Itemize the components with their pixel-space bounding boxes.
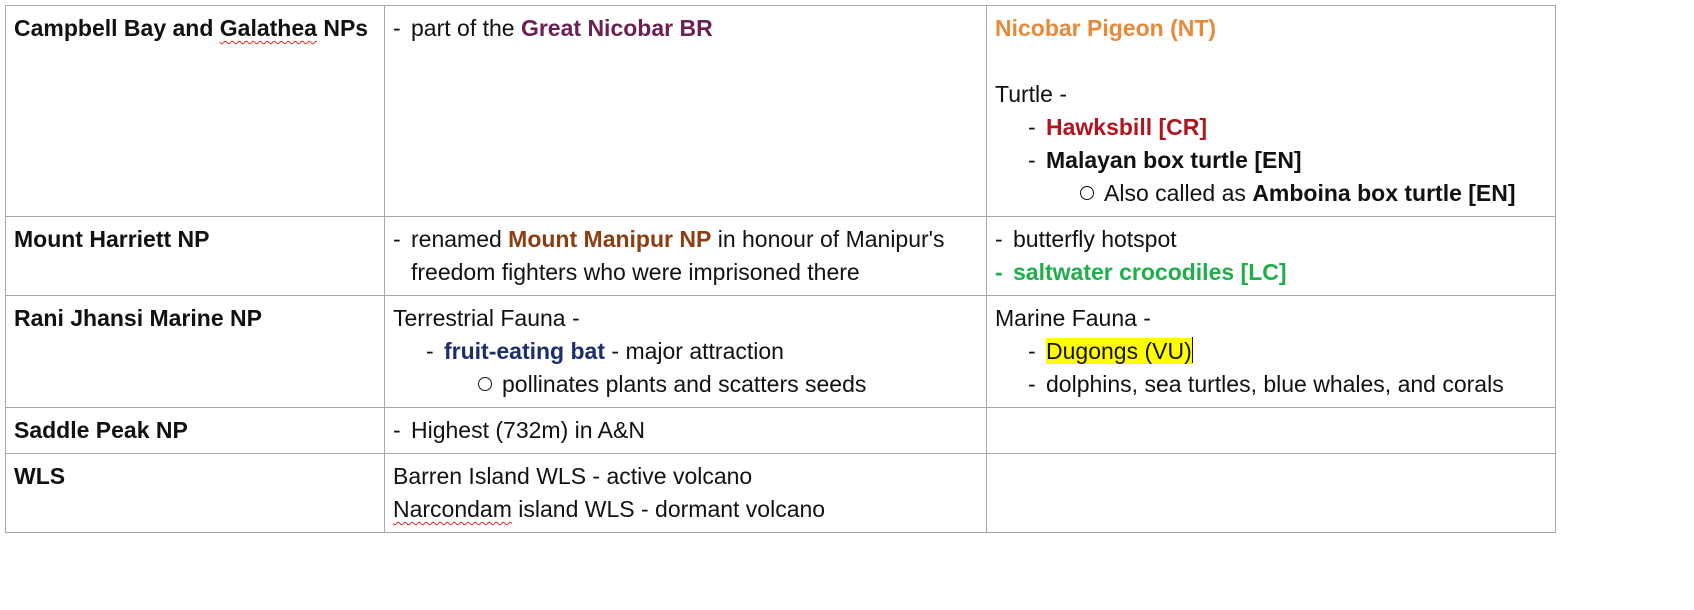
crocodile-text: saltwater crocodiles [LC]	[1013, 259, 1287, 285]
dash-item: - Highest (732m) in A&N	[393, 414, 978, 447]
description-cell[interactable]: - renamed Mount Manipur NP in honour of …	[384, 216, 987, 296]
highlight-text: Amboina box turtle [EN]	[1252, 180, 1516, 206]
item-text: pollinates plants and scatters seeds	[502, 371, 867, 397]
park-name: Saddle Peak NP	[14, 417, 188, 443]
dash-bullet: -	[995, 259, 1003, 285]
item-text: - major attraction	[605, 338, 784, 364]
item-text: dolphins, sea turtles, blue whales, and …	[1046, 371, 1504, 397]
item-text: island WLS - dormant volcano	[511, 496, 826, 522]
item-text: Also called as	[1104, 180, 1253, 206]
notes-cell[interactable]	[986, 407, 1556, 454]
item-text: part of the	[411, 15, 521, 41]
dash-item: - part of the Great Nicobar BR	[393, 12, 978, 45]
highlight-text: fruit-eating bat	[444, 338, 605, 364]
dash-bullet: -	[1028, 371, 1036, 397]
dash-bullet: -	[995, 226, 1003, 252]
circle-bullet-icon	[478, 377, 492, 391]
highlight-text: Mount Manipur NP	[508, 226, 712, 252]
dash-item: - Malayan box turtle [EN]	[995, 144, 1547, 177]
description-cell[interactable]: - part of the Great Nicobar BR	[384, 5, 987, 217]
park-name: Mount Harriett NP	[14, 226, 210, 252]
highlighted-text: Dugongs (VU)	[1046, 338, 1192, 364]
item-text: Highest (732m) in A&N	[411, 417, 645, 443]
notes-cell[interactable]: - butterfly hotspot - saltwater crocodil…	[986, 216, 1556, 296]
spellcheck-word[interactable]: Galathea	[219, 15, 317, 41]
description-cell[interactable]: Terrestrial Fauna - - fruit-eating bat -…	[384, 295, 987, 408]
table-row: WLS Barren Island WLS - active volcano N…	[5, 453, 1556, 533]
dash-item: - Hawksbill [CR]	[995, 111, 1547, 144]
table-row: Saddle Peak NP - Highest (732m) in A&N	[5, 407, 1556, 454]
wls-line: Barren Island WLS - active volcano	[393, 463, 753, 489]
hawksbill-text: Hawksbill [CR]	[1046, 114, 1208, 140]
park-name: Campbell Bay and	[14, 15, 220, 41]
item-text: renamed	[411, 226, 509, 252]
turtle-label: Turtle -	[995, 81, 1067, 107]
blank-line	[995, 45, 1547, 78]
park-name-cell[interactable]: Rani Jhansi Marine NP	[5, 295, 385, 408]
description-cell[interactable]: - Highest (732m) in A&N	[384, 407, 987, 454]
table-row: Rani Jhansi Marine NP Terrestrial Fauna …	[5, 295, 1556, 408]
dash-bullet: -	[393, 15, 401, 41]
spellcheck-word[interactable]: Narcondam	[393, 496, 512, 522]
park-name-cell[interactable]: Mount Harriett NP	[5, 216, 385, 296]
park-name-cell[interactable]: WLS	[5, 453, 385, 533]
dash-bullet: -	[426, 338, 434, 364]
dash-bullet: -	[393, 417, 401, 443]
dash-item: - Dugongs (VU)	[995, 335, 1547, 368]
dash-item: - fruit-eating bat - major attraction	[393, 335, 978, 368]
dash-bullet: -	[1028, 338, 1036, 364]
dash-bullet: -	[393, 226, 401, 252]
highlight-text: Great Nicobar BR	[520, 15, 713, 41]
text-cursor	[1191, 337, 1193, 363]
item-text: butterfly hotspot	[1013, 226, 1177, 252]
dash-item: - saltwater crocodiles [LC]	[995, 256, 1547, 289]
park-name-cell[interactable]: Saddle Peak NP	[5, 407, 385, 454]
sub-item: Also called as Amboina box turtle [EN]	[995, 177, 1547, 210]
notes-cell[interactable]: Nicobar Pigeon (NT) Turtle - - Hawksbill…	[986, 5, 1556, 217]
dash-item: - dolphins, sea turtles, blue whales, an…	[995, 368, 1547, 401]
dash-item: - butterfly hotspot	[995, 223, 1547, 256]
park-name: WLS	[14, 463, 66, 489]
description-cell[interactable]: Barren Island WLS - active volcano Narco…	[384, 453, 987, 533]
dash-item: - renamed Mount Manipur NP in honour of …	[393, 223, 978, 289]
dash-bullet: -	[1028, 114, 1036, 140]
fauna-label: Terrestrial Fauna -	[393, 305, 580, 331]
notes-cell[interactable]	[986, 453, 1556, 533]
malayan-text: Malayan box turtle [EN]	[1046, 147, 1302, 173]
sub-item: pollinates plants and scatters seeds	[393, 368, 978, 401]
notes-cell[interactable]: Marine Fauna - - Dugongs (VU) - dolphins…	[986, 295, 1556, 408]
species-line: Nicobar Pigeon (NT)	[995, 15, 1217, 41]
item-text: in honour of Manipur's freedom fighters …	[411, 226, 945, 285]
dash-bullet: -	[1028, 147, 1036, 173]
wls-line: Narcondam island WLS - dormant volcano	[393, 493, 978, 526]
park-name-suffix: NPs	[316, 15, 369, 41]
table-row: Mount Harriett NP - renamed Mount Manipu…	[5, 216, 1556, 296]
park-name-cell[interactable]: Campbell Bay and Galathea NPs	[5, 5, 385, 217]
table-row: Campbell Bay and Galathea NPs - part of …	[5, 5, 1556, 217]
park-name: Rani Jhansi Marine NP	[14, 305, 262, 331]
notes-table: Campbell Bay and Galathea NPs - part of …	[5, 5, 1556, 533]
fauna-label: Marine Fauna -	[995, 305, 1151, 331]
circle-bullet-icon	[1080, 186, 1094, 200]
